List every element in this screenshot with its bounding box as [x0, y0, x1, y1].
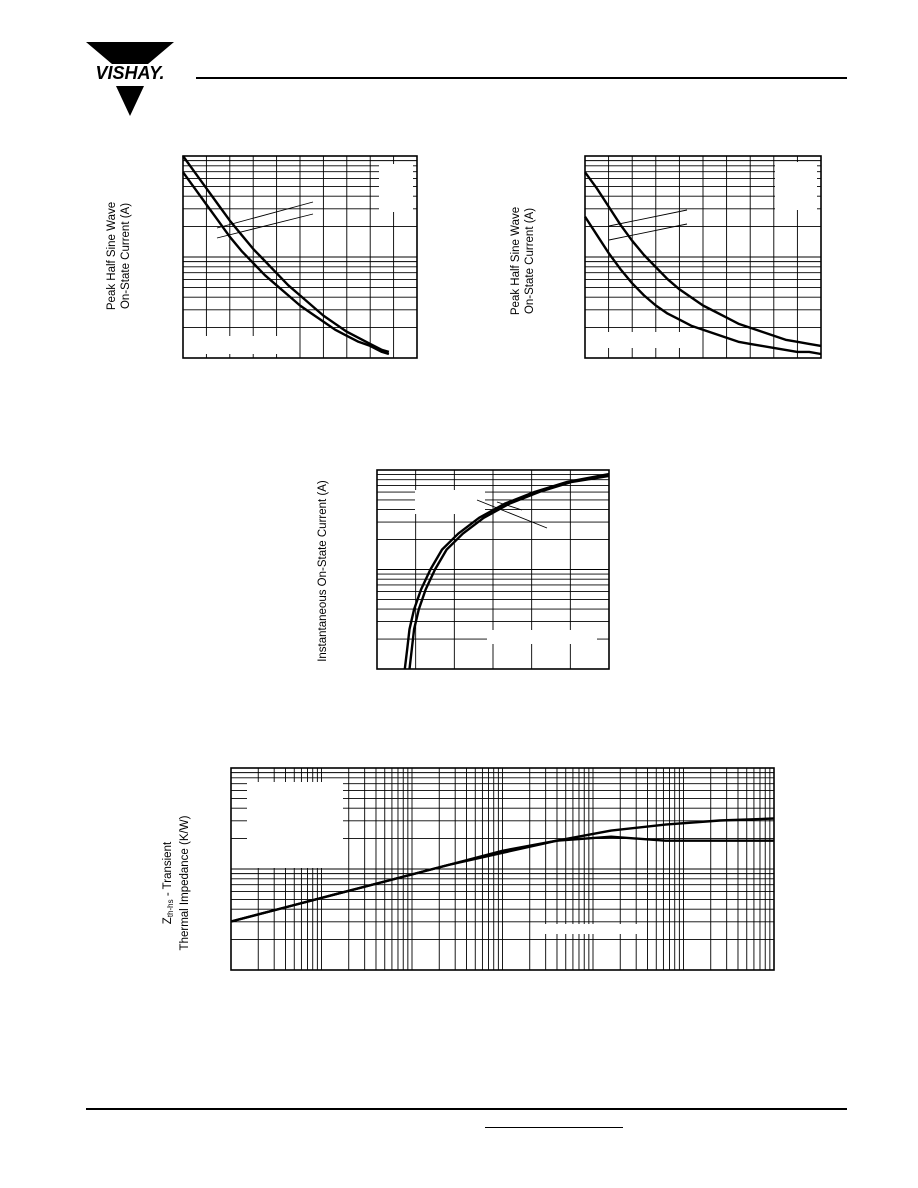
fig4-label-box — [247, 782, 343, 868]
fig2-label-box — [595, 332, 699, 348]
fig3-series-1 — [403, 472, 610, 670]
fig3-leader-line — [496, 501, 523, 511]
fig2-series-2 — [583, 215, 822, 356]
fig1-chart — [182, 155, 418, 359]
header-rule — [196, 77, 847, 79]
fig4-chart — [230, 767, 775, 971]
fig2-ylabel: Peak Half Sine Wave On-State Current (A) — [510, 206, 536, 316]
fig1-label-box — [191, 336, 287, 354]
fig1-leader-line — [216, 201, 314, 229]
fig3-chart — [376, 469, 610, 670]
fig4-ylabel: Zth-hs - Transient Thermal Impedance (K/… — [162, 815, 191, 951]
fig3-label-box — [487, 630, 597, 644]
logo-text: VISHAY. — [95, 63, 164, 83]
fig2-frame — [584, 155, 822, 359]
fig2-series-1 — [584, 171, 822, 348]
fig2-chart — [583, 155, 822, 359]
fig2-label-box — [775, 162, 817, 210]
fig1-label-box — [379, 164, 413, 212]
fig3-frame — [376, 469, 610, 670]
vishay-logo: VISHAY. — [86, 42, 174, 116]
fig3-leader-line — [476, 499, 548, 529]
fig3-label-box — [415, 490, 485, 514]
fig3-series-2 — [408, 474, 610, 670]
fig4-frame — [230, 767, 775, 971]
fig1-series-1 — [182, 155, 390, 354]
fig1-leader-line — [216, 213, 314, 239]
fig1-ylabel: Peak Half Sine Wave On-State Current (A) — [106, 201, 132, 311]
fig1-frame — [182, 155, 418, 359]
fig4-grid — [230, 767, 775, 971]
footer-rule — [86, 1108, 847, 1110]
fig2-leader-line — [608, 209, 688, 227]
fig3-ylabel: Instantaneous On-State Current (A) — [317, 480, 329, 662]
fig4-series-2 — [230, 835, 774, 923]
fig1-series-2 — [182, 171, 390, 356]
footer-link-underline — [485, 1127, 623, 1128]
fig2-leader-line — [608, 223, 688, 241]
fig4-label-box — [543, 924, 643, 934]
